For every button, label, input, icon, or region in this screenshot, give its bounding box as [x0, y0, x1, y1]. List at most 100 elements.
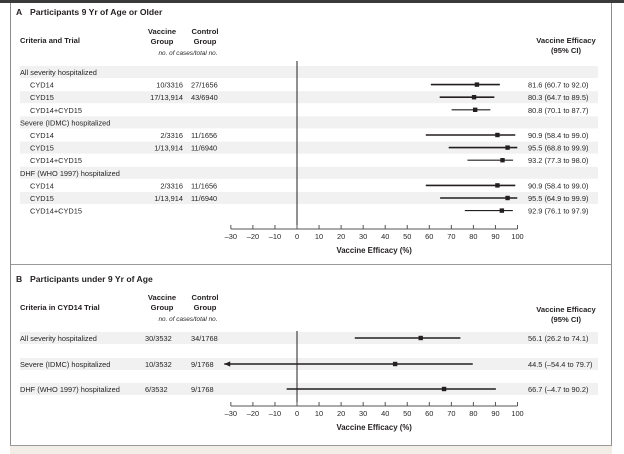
point-estimate: [472, 107, 478, 112]
row-shading: [20, 192, 598, 204]
x-axis-tick-label: 60: [425, 232, 433, 241]
group-label: All severity hospitalized: [20, 68, 97, 77]
point-estimate: [505, 145, 510, 150]
x-axis-tick-label: 0: [295, 232, 299, 241]
efficacy-value: 80.8 (70.1 to 87.7): [528, 106, 588, 115]
control-cases: 9/1768: [191, 385, 214, 394]
point-estimate: [500, 158, 505, 163]
row-shading: [20, 66, 598, 78]
x-axis-tick-label: 50: [403, 232, 411, 241]
x-axis-tick-label: 90: [491, 232, 499, 241]
row-shading: [20, 141, 598, 154]
column-header-criteria: Criteria in CYD14 Trial: [20, 303, 100, 312]
panel-letter: A: [16, 7, 22, 17]
efficacy-value: 56.1 (26.2 to 74.1): [528, 334, 588, 343]
efficacy-value: 90.9 (58.4 to 99.0): [528, 181, 588, 190]
column-subheader: no. of cases/total no.: [159, 50, 218, 57]
x-axis-tick-label: 20: [337, 232, 345, 241]
column-header-vaccine: Vaccine: [148, 27, 176, 36]
panel-letter: B: [16, 274, 22, 284]
vaccine-cases: 2/3316: [160, 131, 183, 140]
control-cases: 11/1656: [191, 131, 217, 140]
control-cases: 34/1768: [191, 334, 218, 343]
vaccine-cases: 6/3532: [145, 385, 168, 394]
x-axis-tick-label: 40: [381, 232, 389, 241]
column-header-control: Group: [194, 37, 217, 46]
efficacy-value: 92.9 (76.1 to 97.9): [528, 207, 588, 216]
point-estimate: [495, 132, 500, 138]
panel-title: Participants under 9 Yr of Age: [30, 274, 153, 284]
column-header-criteria: Criteria and Trial: [20, 36, 80, 45]
x-axis-tick-label: 70: [447, 409, 455, 418]
x-axis-tick-label: 80: [469, 232, 477, 241]
group-label: DHF (WHO 1997) hospitalized: [20, 169, 120, 178]
row-shading: [20, 91, 598, 104]
row-label: CYD14: [30, 131, 54, 140]
point-estimate: [505, 195, 510, 201]
efficacy-value: 95.5 (68.8 to 99.9): [528, 144, 588, 153]
row-label: CYD14+CYD15: [30, 156, 82, 165]
column-header-vaccine: Group: [151, 37, 174, 46]
x-axis-tick-label: 100: [511, 232, 523, 241]
x-axis-tick-label: 60: [425, 409, 433, 418]
point-estimate: [495, 183, 500, 188]
vaccine-cases: 10/3316: [156, 81, 183, 90]
control-cases: 11/6940: [191, 194, 217, 203]
row-label: CYD15: [30, 144, 54, 153]
row-shading: [20, 116, 598, 129]
x-axis-tick-label: –20: [247, 232, 259, 241]
efficacy-value: 44.5 (–54.4 to 79.7): [528, 360, 593, 369]
bottom-bar: [10, 445, 612, 454]
x-axis-tick-label: 90: [491, 409, 499, 418]
vaccine-cases: 1/13,914: [154, 194, 183, 203]
efficacy-value: 93.2 (77.3 to 98.0): [528, 156, 588, 165]
x-axis-tick-label: –20: [247, 409, 259, 418]
x-axis-title: Vaccine Efficacy (%): [336, 246, 412, 255]
row-label: CYD14+CYD15: [30, 106, 82, 115]
x-axis-title: Vaccine Efficacy (%): [336, 423, 412, 432]
column-header-vaccine: Vaccine: [148, 293, 176, 302]
x-axis-tick-label: 30: [359, 409, 367, 418]
vaccine-cases: 30/3532: [145, 334, 172, 343]
control-cases: 27/1656: [191, 81, 218, 90]
x-axis-tick-label: 100: [511, 409, 523, 418]
row-label: CYD15: [30, 93, 54, 102]
row-label: CYD14: [30, 181, 54, 190]
control-cases: 11/6940: [191, 144, 217, 153]
efficacy-value: 81.6 (60.7 to 92.0): [528, 81, 588, 90]
control-cases: 9/1768: [191, 360, 214, 369]
column-header-efficacy: Vaccine Efficacy: [536, 36, 596, 45]
point-estimate: [471, 95, 477, 100]
panel-title: Participants 9 Yr of Age or Older: [30, 7, 163, 17]
column-header-control: Group: [194, 303, 217, 312]
row-label: DHF (WHO 1997) hospitalized: [20, 385, 120, 394]
ci-arrow-left-icon: [224, 361, 231, 367]
column-header-control: Control: [192, 27, 219, 36]
x-axis-tick-label: –10: [269, 232, 281, 241]
x-axis-tick-label: 70: [447, 232, 455, 241]
efficacy-value: 95.5 (64.9 to 99.9): [528, 194, 588, 203]
top-border: [0, 0, 624, 3]
vaccine-cases: 2/3316: [160, 181, 183, 190]
x-axis-tick-label: –30: [225, 409, 237, 418]
vaccine-cases: 17/13,914: [150, 93, 183, 102]
vaccine-cases: 10/3532: [145, 360, 172, 369]
x-axis-tick-label: 10: [315, 409, 323, 418]
row-shading: [20, 166, 598, 179]
x-axis-tick-label: 0: [295, 409, 299, 418]
x-axis-tick-label: 10: [315, 232, 323, 241]
control-cases: 43/6940: [191, 93, 218, 102]
vaccine-cases: 1/13,914: [154, 144, 183, 153]
row-shading: [20, 332, 598, 344]
group-label: Severe (IDMC) hospitalized: [20, 118, 110, 127]
column-header-control: Control: [192, 293, 219, 302]
x-axis-tick-label: 50: [403, 409, 411, 418]
row-label: CYD14: [30, 81, 54, 90]
efficacy-value: 90.9 (58.4 to 99.0): [528, 131, 588, 140]
x-axis-tick-label: –10: [269, 409, 281, 418]
point-estimate: [441, 386, 447, 392]
column-header-efficacy: Vaccine Efficacy: [536, 305, 596, 314]
point-estimate: [499, 208, 505, 213]
x-axis-tick-label: –30: [225, 232, 237, 241]
